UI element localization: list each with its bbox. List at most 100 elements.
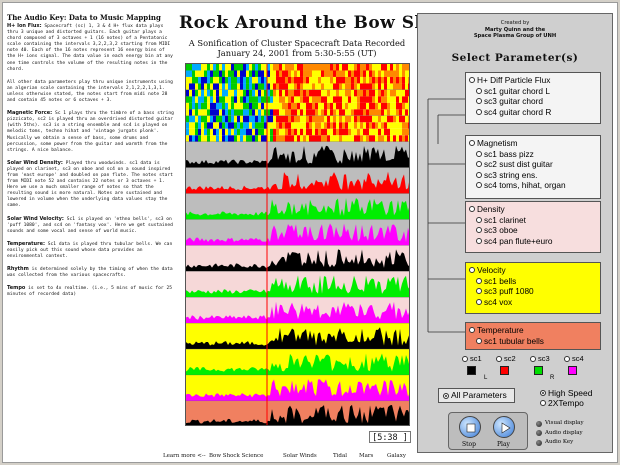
stop-button[interactable] [459,416,481,438]
visual-display-toggle[interactable]: Visual display [536,419,612,429]
nav-tidal[interactable]: Tidal [333,453,347,459]
flux-cell [213,122,216,129]
flux-cell [273,70,276,77]
radio-icon[interactable] [476,216,482,223]
flux-cell [360,102,363,110]
radio-icon[interactable] [540,400,546,406]
param-magnetism-sc2[interactable]: sc2 sust dist guitar [469,159,597,170]
radio-icon[interactable] [476,277,482,284]
flux-cell [309,109,312,116]
flux-cell [204,115,207,123]
radio-icon[interactable] [476,150,482,157]
radio-icon[interactable] [476,161,482,168]
flux-cell [231,102,234,110]
flux-cell [312,115,315,123]
flux-cell [348,128,351,136]
flux-cell [303,89,306,97]
flux-cell [240,128,243,136]
param-temperature-sc1[interactable]: sc1 tubular bells [469,336,597,347]
param-hplus-sc4[interactable]: sc4 guitar chord R [469,107,597,118]
flux-cell [375,102,378,110]
flux-cell [198,64,201,71]
radio-icon[interactable] [469,327,475,334]
radio-icon[interactable] [443,392,449,399]
radio-icon[interactable] [476,87,482,94]
radio-icon[interactable] [476,98,482,105]
speed-2x[interactable]: 2XTempo [540,398,610,408]
param-density-sc3[interactable]: sc3 oboe [469,225,597,236]
radio-icon[interactable] [476,171,482,178]
legend-sc3[interactable]: sc3 [530,354,550,363]
param-velocity[interactable]: Velocity [469,265,597,276]
radio-icon[interactable] [469,77,475,84]
flux-cell [294,76,297,84]
flux-cell [252,115,255,123]
param-density-sc4[interactable]: sc4 pan flute+euro [469,236,597,247]
flux-cell [252,89,255,97]
param-temperature[interactable]: Temperature [469,325,597,336]
flux-cell [309,128,312,136]
flux-cell [234,122,237,129]
radio-icon[interactable] [462,355,468,362]
radio-icon[interactable] [540,390,546,396]
radio-icon[interactable] [476,182,482,189]
param-magnetism[interactable]: Magnetism [469,138,597,149]
flux-cell [345,96,348,103]
audio-display-toggle[interactable]: Audio display [536,429,612,439]
flux-cell [288,128,291,136]
radio-icon[interactable] [564,355,570,362]
radio-icon[interactable] [476,227,482,234]
radio-icon[interactable] [476,108,482,115]
param-velocity-sc3[interactable]: sc3 puff 1080 [469,286,597,297]
legend-sc2[interactable]: sc2 [496,354,516,363]
param-hplus-flux[interactable]: H+ Diff Particle Flux [469,75,597,86]
flux-cell [273,64,276,71]
nav-bow-shock-science[interactable]: Bow Shock Science [209,453,264,459]
radio-icon[interactable] [476,298,482,305]
legend-sc4[interactable]: sc4 [564,354,584,363]
param-velocity-sc1[interactable]: sc1 bells [469,276,597,287]
audio-key-toggle[interactable]: Audio Key [536,438,612,448]
flux-cell [324,128,327,136]
nav-solar-winds[interactable]: Solar Winds [283,453,317,459]
radio-icon[interactable] [476,288,482,295]
radio-icon[interactable] [476,337,482,344]
data-visualization[interactable] [185,63,410,426]
flux-cell [399,70,402,77]
flux-cell [321,128,324,136]
flux-cell [333,83,336,90]
play-button[interactable] [493,416,515,438]
param-magnetism-sc1[interactable]: sc1 bass pizz [469,149,597,160]
flux-cell [393,64,396,71]
flux-cell [267,102,270,110]
led-icon [536,430,542,437]
param-magnetism-sc4[interactable]: sc4 toms, hihat, organ [469,180,597,191]
flux-cell [321,83,324,90]
band-trace [186,145,409,168]
param-velocity-sc4[interactable]: sc4 vox [469,297,597,308]
radio-icon[interactable] [469,267,475,274]
radio-icon[interactable] [530,355,536,362]
radio-icon[interactable] [469,140,475,147]
legend-right-label: R [550,375,555,381]
flux-cell [393,96,396,103]
flux-cell [258,89,261,97]
nav-learn-more[interactable]: Learn more <-- [163,453,206,459]
flux-cell [312,89,315,97]
legend-sc1[interactable]: sc1 [462,354,482,363]
param-hplus-sc3[interactable]: sc3 guitar chord [469,96,597,107]
radio-icon[interactable] [496,355,502,362]
param-density[interactable]: Density [469,204,597,215]
flux-cell [258,135,261,142]
param-hplus-sc1[interactable]: sc1 guitar chord L [469,86,597,97]
radio-icon[interactable] [469,206,475,213]
speed-high[interactable]: High Speed [540,388,610,398]
param-density-sc1[interactable]: sc1 clarinet [469,215,597,226]
all-parameters-toggle[interactable]: All Parameters [438,388,515,403]
nav-mars[interactable]: Mars [359,453,374,459]
flux-cell [339,135,342,142]
param-magnetism-sc3[interactable]: sc3 string ens. [469,170,597,181]
flux-cell [207,70,210,77]
nav-galaxy[interactable]: Galaxy [387,453,406,459]
radio-icon[interactable] [476,237,482,244]
